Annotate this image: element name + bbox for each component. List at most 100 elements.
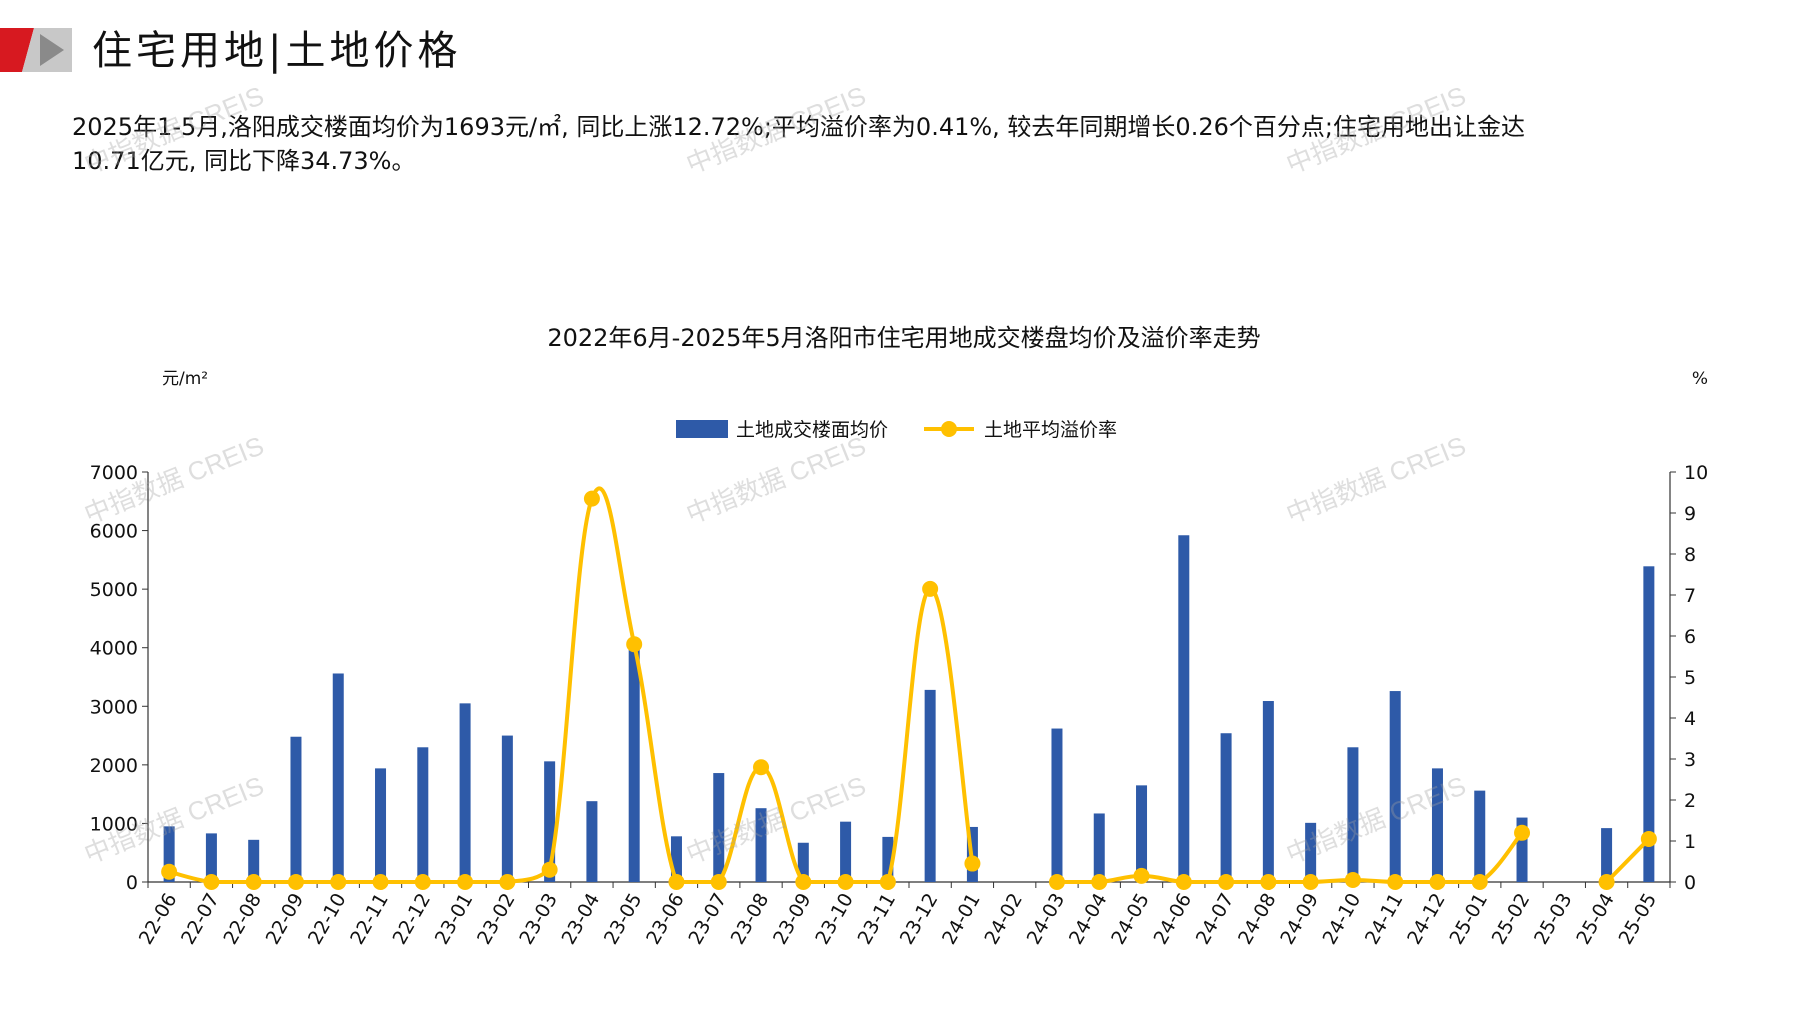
x-tick-label: 23-06 — [642, 890, 689, 949]
right-tick-label: 4 — [1684, 708, 1696, 730]
price-bar — [797, 842, 809, 882]
price-bar — [1431, 768, 1443, 882]
premium-point — [1514, 824, 1531, 841]
premium-point — [1091, 874, 1108, 890]
price-bar — [417, 747, 429, 882]
price-bar — [163, 826, 175, 882]
right-axis-unit: % — [1692, 369, 1708, 389]
x-tick-label: 22-11 — [346, 890, 393, 949]
x-tick-label: 23-01 — [431, 890, 478, 949]
premium-point — [795, 874, 812, 890]
price-bar — [882, 836, 894, 882]
price-bar — [1516, 817, 1528, 882]
price-bar — [1474, 790, 1486, 882]
premium-point — [1640, 830, 1657, 847]
x-tick-label: 25-01 — [1445, 890, 1492, 949]
premium-point — [710, 874, 727, 890]
x-tick-label: 24-01 — [938, 890, 985, 949]
x-tick-label: 22-08 — [219, 890, 266, 949]
x-axis-labels: 22-0622-0722-0822-0922-1022-1122-1223-01… — [135, 890, 1661, 949]
right-tick-label: 10 — [1684, 462, 1708, 484]
premium-point — [1302, 874, 1319, 890]
left-axis-unit: 元/m² — [162, 369, 208, 389]
premium-point — [879, 874, 896, 890]
premium-point — [753, 759, 770, 776]
premium-point — [583, 490, 600, 507]
x-tick-label: 24-08 — [1234, 890, 1281, 949]
x-tick-label: 23-11 — [854, 890, 901, 949]
x-tick-label: 24-04 — [1065, 890, 1112, 949]
premium-point — [1429, 874, 1446, 890]
price-bar — [501, 735, 513, 882]
x-tick-label: 23-08 — [727, 890, 774, 949]
premium-point — [964, 855, 981, 872]
premium-point — [626, 636, 643, 653]
premium-line — [1605, 837, 1651, 884]
price-bar — [290, 736, 302, 882]
line-series — [161, 486, 1657, 890]
price-bar — [586, 801, 598, 882]
price-bar — [670, 836, 682, 882]
price-bar — [924, 689, 936, 882]
brand-logo — [0, 28, 72, 72]
right-tick-label: 7 — [1684, 585, 1696, 607]
x-tick-label: 24-07 — [1192, 890, 1239, 949]
x-tick-label: 23-07 — [684, 890, 731, 949]
bar-series — [163, 535, 1655, 882]
premium-point — [837, 874, 854, 890]
x-tick-label: 24-12 — [1403, 890, 1450, 949]
right-tick-label: 8 — [1684, 544, 1696, 566]
left-tick-label: 5000 — [90, 579, 138, 601]
x-tick-label: 23-09 — [769, 890, 816, 949]
x-tick-label: 23-10 — [811, 890, 858, 949]
price-bar — [1093, 813, 1105, 882]
premium-point — [161, 863, 178, 880]
x-tick-label: 25-04 — [1572, 890, 1619, 949]
right-tick-label: 5 — [1684, 667, 1696, 689]
price-bar — [332, 673, 344, 882]
price-bar — [1220, 733, 1232, 882]
premium-point — [414, 874, 431, 890]
premium-point — [668, 874, 685, 890]
x-tick-label: 22-12 — [388, 890, 435, 949]
price-bar — [1262, 701, 1274, 882]
left-tick-label: 7000 — [90, 462, 138, 484]
premium-point — [1218, 874, 1235, 890]
premium-point — [287, 874, 304, 890]
x-tick-label: 25-05 — [1615, 890, 1662, 949]
premium-point — [1175, 874, 1192, 890]
x-tick-label: 23-02 — [473, 890, 520, 949]
premium-point — [457, 874, 474, 890]
x-tick-label: 23-12 — [896, 890, 943, 949]
price-bar — [1389, 691, 1401, 882]
price-bar — [1601, 828, 1613, 882]
premium-point — [1598, 874, 1615, 890]
x-tick-label: 24-02 — [980, 890, 1027, 949]
premium-point — [372, 874, 389, 890]
x-tick-label: 24-03 — [1023, 890, 1070, 949]
x-tick-label: 25-03 — [1530, 890, 1577, 949]
right-tick-label: 0 — [1684, 872, 1696, 894]
price-bar — [1051, 728, 1063, 882]
price-bar — [1643, 566, 1655, 882]
right-tick-label: 3 — [1684, 749, 1696, 771]
x-tick-label: 24-11 — [1361, 890, 1408, 949]
x-tick-label: 24-09 — [1276, 890, 1323, 949]
premium-point — [922, 580, 939, 597]
price-bar — [1305, 822, 1317, 882]
right-tick-label: 9 — [1684, 503, 1696, 525]
price-bar — [375, 768, 387, 882]
left-tick-label: 3000 — [90, 696, 138, 718]
legend-bar-swatch — [676, 420, 728, 438]
left-tick-label: 0 — [126, 872, 138, 894]
premium-point — [1387, 874, 1404, 890]
price-bar — [755, 808, 767, 882]
price-bar — [840, 821, 852, 882]
right-tick-label: 2 — [1684, 790, 1696, 812]
x-tick-label: 22-09 — [262, 890, 309, 949]
legend-line-marker — [941, 421, 957, 437]
price-bar — [713, 773, 725, 882]
summary-text: 2025年1-5月,洛阳成交楼面均价为1693元/㎡, 同比上涨12.72%;平… — [72, 110, 1712, 178]
price-bar — [544, 761, 556, 882]
